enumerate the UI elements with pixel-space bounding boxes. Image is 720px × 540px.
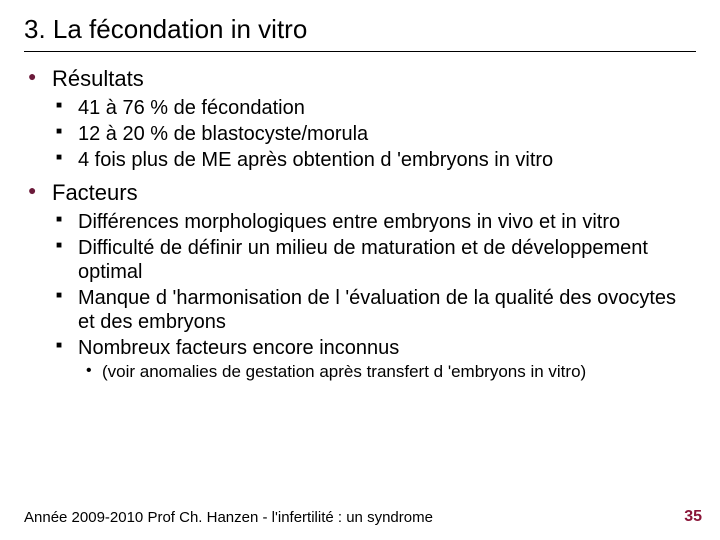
l3-label: (voir anomalies de gestation après trans… — [102, 362, 696, 382]
list-item: 4 fois plus de ME après obtention d 'emb… — [52, 148, 696, 172]
list-item: Nombreux facteurs encore inconnus (voir … — [52, 336, 696, 382]
l1-label: Résultats — [52, 66, 144, 91]
slide: 3. La fécondation in vitro Résultats 41 … — [0, 0, 720, 540]
bullet-list-level2: Différences morphologiques entre embryon… — [52, 210, 696, 382]
title-underline — [24, 51, 696, 52]
bullet-list-level1: Résultats 41 à 76 % de fécondation 12 à … — [24, 66, 696, 382]
list-item: Résultats 41 à 76 % de fécondation 12 à … — [24, 66, 696, 172]
slide-title: 3. La fécondation in vitro — [24, 14, 696, 45]
l2-label: 12 à 20 % de blastocyste/morula — [78, 122, 696, 146]
footer-text: Année 2009-2010 Prof Ch. Hanzen - l'infe… — [24, 509, 433, 526]
page-number: 35 — [684, 508, 702, 526]
list-item: 12 à 20 % de blastocyste/morula — [52, 122, 696, 146]
bullet-list-level3: (voir anomalies de gestation après trans… — [78, 362, 696, 382]
list-item: Différences morphologiques entre embryon… — [52, 210, 696, 234]
l2-label: Nombreux facteurs encore inconnus — [78, 336, 696, 360]
list-item: Manque d 'harmonisation de l 'évaluation… — [52, 286, 696, 334]
l2-label: 4 fois plus de ME après obtention d 'emb… — [78, 148, 696, 172]
l2-label: Manque d 'harmonisation de l 'évaluation… — [78, 286, 696, 334]
list-item: Difficulté de définir un milieu de matur… — [52, 236, 696, 284]
list-item: 41 à 76 % de fécondation — [52, 96, 696, 120]
list-item: (voir anomalies de gestation après trans… — [78, 362, 696, 382]
l1-label: Facteurs — [52, 180, 138, 205]
l2-label: 41 à 76 % de fécondation — [78, 96, 696, 120]
l2-label: Difficulté de définir un milieu de matur… — [78, 236, 696, 284]
bullet-list-level2: 41 à 76 % de fécondation 12 à 20 % de bl… — [52, 96, 696, 172]
list-item: Facteurs Différences morphologiques entr… — [24, 180, 696, 382]
l2-label: Différences morphologiques entre embryon… — [78, 210, 696, 234]
